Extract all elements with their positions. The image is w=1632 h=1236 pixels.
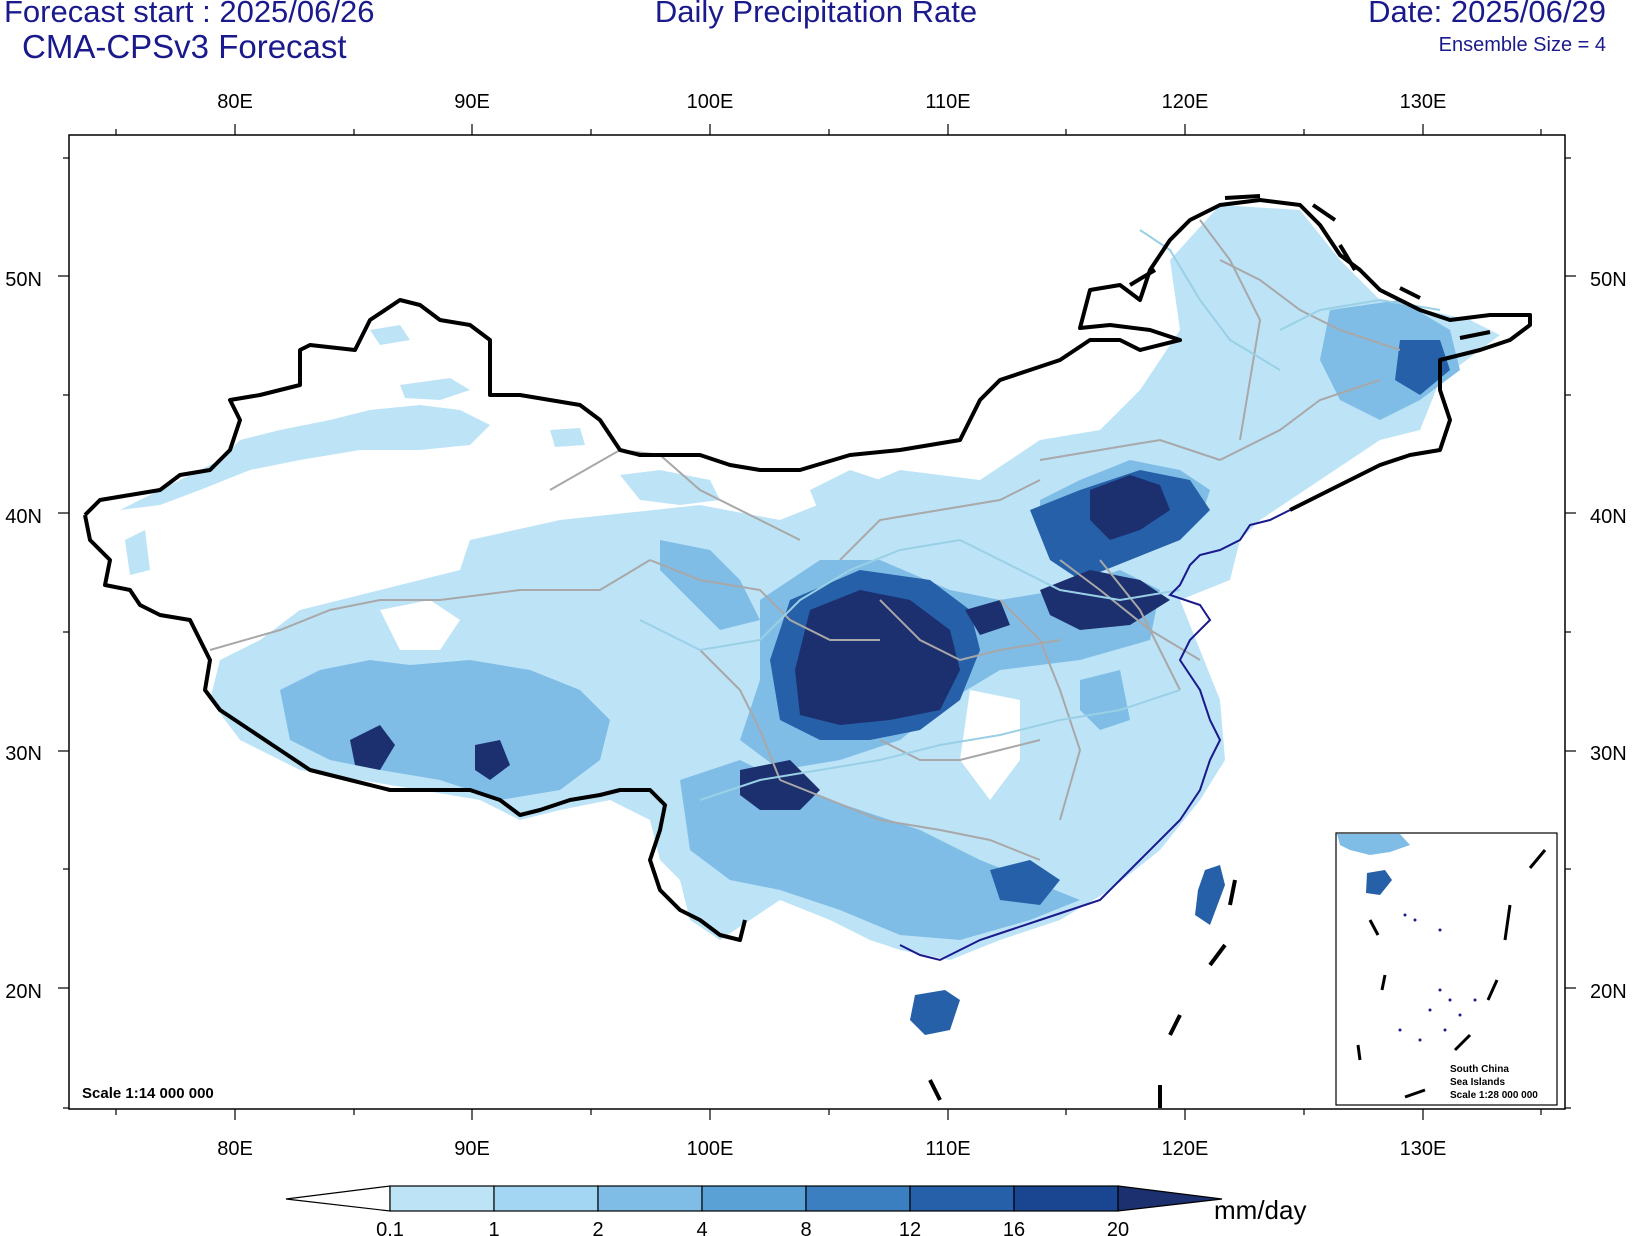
colorbar-bin-0 [389,1185,495,1212]
inset-scale-label: Scale 1:28 000 000 [1450,1090,1538,1101]
inset-label-line-1: South China [1450,1064,1509,1075]
colorbar-bin-2 [597,1185,703,1212]
colorbar-tick-7: 20 [1107,1219,1129,1236]
lat-label-40n-right: 40N [1590,506,1627,528]
lat-labels-right: 20N 30N 40N 50N [1590,269,1627,1003]
lon-label-100e-bottom: 100E [687,1138,734,1160]
lon-label-80e-bottom: 80E [217,1138,253,1160]
colorbar-tick-6: 16 [1003,1219,1025,1236]
lon-label-90e-bottom: 90E [454,1138,490,1160]
national-border-west [83,514,747,942]
lat-labels-left: 20N 30N 40N 50N [5,269,42,1003]
inset-hainan [1366,870,1392,895]
colorbar-bin-3 [701,1185,807,1212]
precip-hainan [910,990,960,1035]
lat-label-40n-left: 40N [5,506,42,528]
colorbar-bin-5 [909,1185,1015,1212]
lat-label-20n-left: 20N [5,981,42,1003]
colorbar-upper-triangle [1117,1185,1223,1212]
colorbar-tick-3: 4 [696,1219,707,1236]
map-scale-label: Scale 1:14 000 000 [82,1085,214,1102]
precip-xinjiang-2 [400,378,470,400]
colorbar: 0.1 1 2 4 8 12 16 20 mm/day [285,1185,1306,1236]
lon-labels-bottom: 80E 90E 100E 110E 120E 130E [217,1138,1446,1160]
lat-label-30n-left: 30N [5,743,42,765]
precip-xinjiang-5 [550,428,585,447]
lon-label-90e-top: 90E [454,91,490,113]
national-border [83,198,1532,517]
coastline [899,509,1291,962]
precip-northeast-heavy [1395,340,1450,395]
precip-dry-gap-1 [380,600,460,650]
inset-coast-fill [1337,834,1410,855]
precip-inner-mongolia [620,470,720,505]
map-title: Daily Precipitation Rate [654,0,978,29]
precip-guangxi-heavy [990,860,1060,905]
precip-xinjiang-3 [370,325,410,345]
colorbar-unit-label: mm/day [1214,1195,1306,1225]
south-china-sea-inset: South China Sea Islands Scale 1:28 000 0… [1335,832,1558,1106]
precip-xinjiang-1 [120,405,490,510]
lon-label-110e-top: 110E [925,91,970,113]
colorbar-bin-4 [805,1185,911,1212]
colorbar-tick-1: 1 [488,1219,499,1236]
precip-dry-gap-2 [960,690,1020,800]
lat-label-30n-right: 30N [1590,743,1627,765]
precip-qinghai-medium [660,540,760,630]
maritime-dash-lines [928,194,1491,1108]
precip-sichuan-extreme-3 [965,600,1010,635]
precip-huabei-extreme [1090,475,1170,540]
colorbar-bin-1 [493,1185,599,1212]
colorbar-tick-4: 8 [800,1219,811,1236]
precip-tibet-heavy-1 [350,725,395,770]
colorbar-bin-6 [1013,1185,1119,1212]
colorbar-lower-triangle [285,1185,391,1212]
lon-labels-top: 80E 90E 100E 110E 120E 130E [217,91,1446,113]
precip-inner-mongolia-2 [810,470,880,515]
lon-label-130e-top: 130E [1400,91,1447,113]
lon-label-120e-top: 120E [1162,91,1209,113]
lat-label-50n-left: 50N [5,269,42,291]
lon-label-80e-top: 80E [217,91,253,113]
ensemble-size-label: Ensemble Size = 4 [1438,34,1606,56]
lat-label-50n-right: 50N [1590,269,1627,291]
colorbar-tick-2: 2 [592,1219,603,1236]
precipitation-field [120,205,1500,1035]
inset-label-line-2: Sea Islands [1450,1077,1505,1088]
lon-label-110e-bottom: 110E [925,1138,970,1160]
forecast-start-label: Forecast start : 2025/06/26 [4,0,375,29]
lat-label-20n-right: 20N [1590,981,1627,1003]
precip-tibet-heavy-2 [475,740,510,780]
lon-label-130e-bottom: 130E [1400,1138,1447,1160]
province-borders [209,219,1401,861]
valid-date-label: Date: 2025/06/29 [1368,0,1606,29]
precip-shandong-extreme [1040,570,1170,630]
lon-label-100e-top: 100E [687,91,734,113]
colorbar-tick-5: 12 [899,1219,921,1236]
lon-label-120e-bottom: 120E [1162,1138,1209,1160]
model-name-label: CMA-CPSv3 Forecast [22,28,347,65]
precip-taiwan [1195,865,1225,925]
precip-xinjiang-4 [125,530,150,575]
colorbar-tick-0: 0.1 [376,1219,404,1236]
precip-sichuan-extreme [795,590,960,725]
